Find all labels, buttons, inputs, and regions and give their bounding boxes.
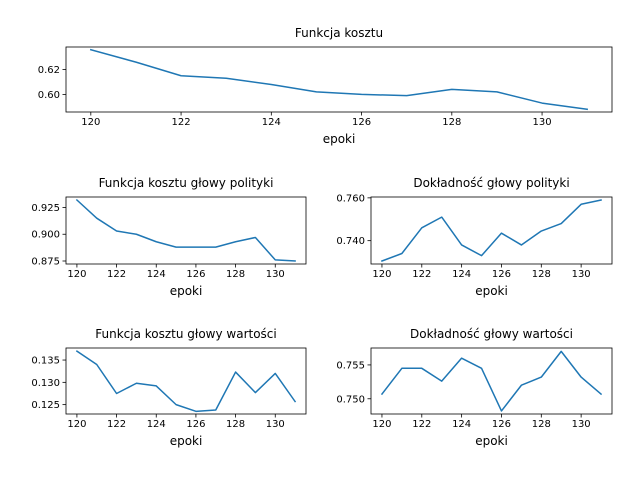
plot-frame xyxy=(370,196,613,265)
y-tick-label: 0.755 xyxy=(336,360,365,371)
y-tick-label: 0.62 xyxy=(38,65,60,76)
x-tick-label: 120 xyxy=(81,117,100,128)
chart-policy-accuracy: Dokładność głowy polityki 120 122 124 126 128… xyxy=(336,176,613,298)
x-tick-label: 126 xyxy=(492,419,511,430)
chart-title: Dokładność głowy wartości xyxy=(410,327,573,341)
chart-title: Dokładność głowy polityki xyxy=(413,176,569,190)
plot-frame xyxy=(65,46,613,113)
series-line xyxy=(75,350,297,413)
x-tick-label: 122 xyxy=(107,269,126,280)
x-tick-label: 126 xyxy=(186,419,205,430)
plot-frame xyxy=(370,347,613,415)
y-tick-label: 0.750 xyxy=(336,394,365,405)
x-tick-label: 124 xyxy=(262,117,281,128)
x-tick-label: 122 xyxy=(412,269,431,280)
x-tick-label: 128 xyxy=(226,419,245,430)
x-tick-label: 130 xyxy=(266,419,285,430)
x-tick-label: 128 xyxy=(532,419,551,430)
x-tick-label: 124 xyxy=(452,419,471,430)
y-tick-label: 0.925 xyxy=(31,203,60,214)
plot-frame xyxy=(65,347,307,415)
y-tick-label: 0.900 xyxy=(31,230,60,241)
x-axis-label: epoki xyxy=(475,284,508,298)
x-tick-label: 124 xyxy=(147,269,166,280)
x-tick-label: 128 xyxy=(532,269,551,280)
x-tick-label: 120 xyxy=(372,269,391,280)
series-line xyxy=(75,198,296,262)
x-axis-label: epoki xyxy=(323,132,356,146)
chart-title: Funkcja kosztu głowy polityki xyxy=(99,176,274,190)
y-tick-label: 0.740 xyxy=(336,236,365,247)
x-tick-label: 130 xyxy=(533,117,552,128)
x-tick-label: 120 xyxy=(372,419,391,430)
plot-frame xyxy=(65,196,307,265)
x-tick-label: 130 xyxy=(572,419,591,430)
chart-title: Funkcja kosztu głowy wartości xyxy=(95,327,276,341)
x-tick-label: 120 xyxy=(67,269,86,280)
y-tick-label: 0.125 xyxy=(31,400,60,411)
chart-policy-loss: Funkcja kosztu głowy polityki 120 122 124 12… xyxy=(31,176,307,298)
series-line xyxy=(89,48,589,111)
x-tick-label: 124 xyxy=(452,269,471,280)
chart-value-accuracy: Dokładność głowy wartości 120 122 124 126 128… xyxy=(336,327,613,448)
x-tick-label: 122 xyxy=(172,117,191,128)
y-tick-label: 0.130 xyxy=(31,378,60,389)
x-tick-label: 128 xyxy=(442,117,461,128)
x-tick-label: 128 xyxy=(226,269,245,280)
series-line xyxy=(380,350,603,412)
chart-value-loss: Funkcja kosztu głowy wartości 120 122 124 12… xyxy=(31,327,307,448)
y-tick-label: 0.135 xyxy=(31,356,60,367)
x-tick-label: 122 xyxy=(107,419,126,430)
x-axis-label: epoki xyxy=(170,284,203,298)
chart-loss: Funkcja kosztu 120 122 124 126 128 130 0.60 0.62… xyxy=(38,26,613,146)
y-tick-label: 0.60 xyxy=(38,90,60,101)
x-tick-label: 122 xyxy=(412,419,431,430)
y-tick-label: 0.875 xyxy=(31,257,60,268)
x-tick-label: 124 xyxy=(147,419,166,430)
x-axis-label: epoki xyxy=(170,434,203,448)
x-tick-label: 126 xyxy=(492,269,511,280)
x-tick-label: 130 xyxy=(572,269,591,280)
chart-title: Funkcja kosztu xyxy=(295,26,383,40)
y-tick-label: 0.760 xyxy=(336,193,365,204)
series-line xyxy=(380,199,602,262)
x-tick-label: 126 xyxy=(186,269,205,280)
x-tick-label: 130 xyxy=(266,269,285,280)
x-tick-label: 126 xyxy=(352,117,371,128)
x-axis-label: epoki xyxy=(475,434,508,448)
x-tick-label: 120 xyxy=(67,419,86,430)
